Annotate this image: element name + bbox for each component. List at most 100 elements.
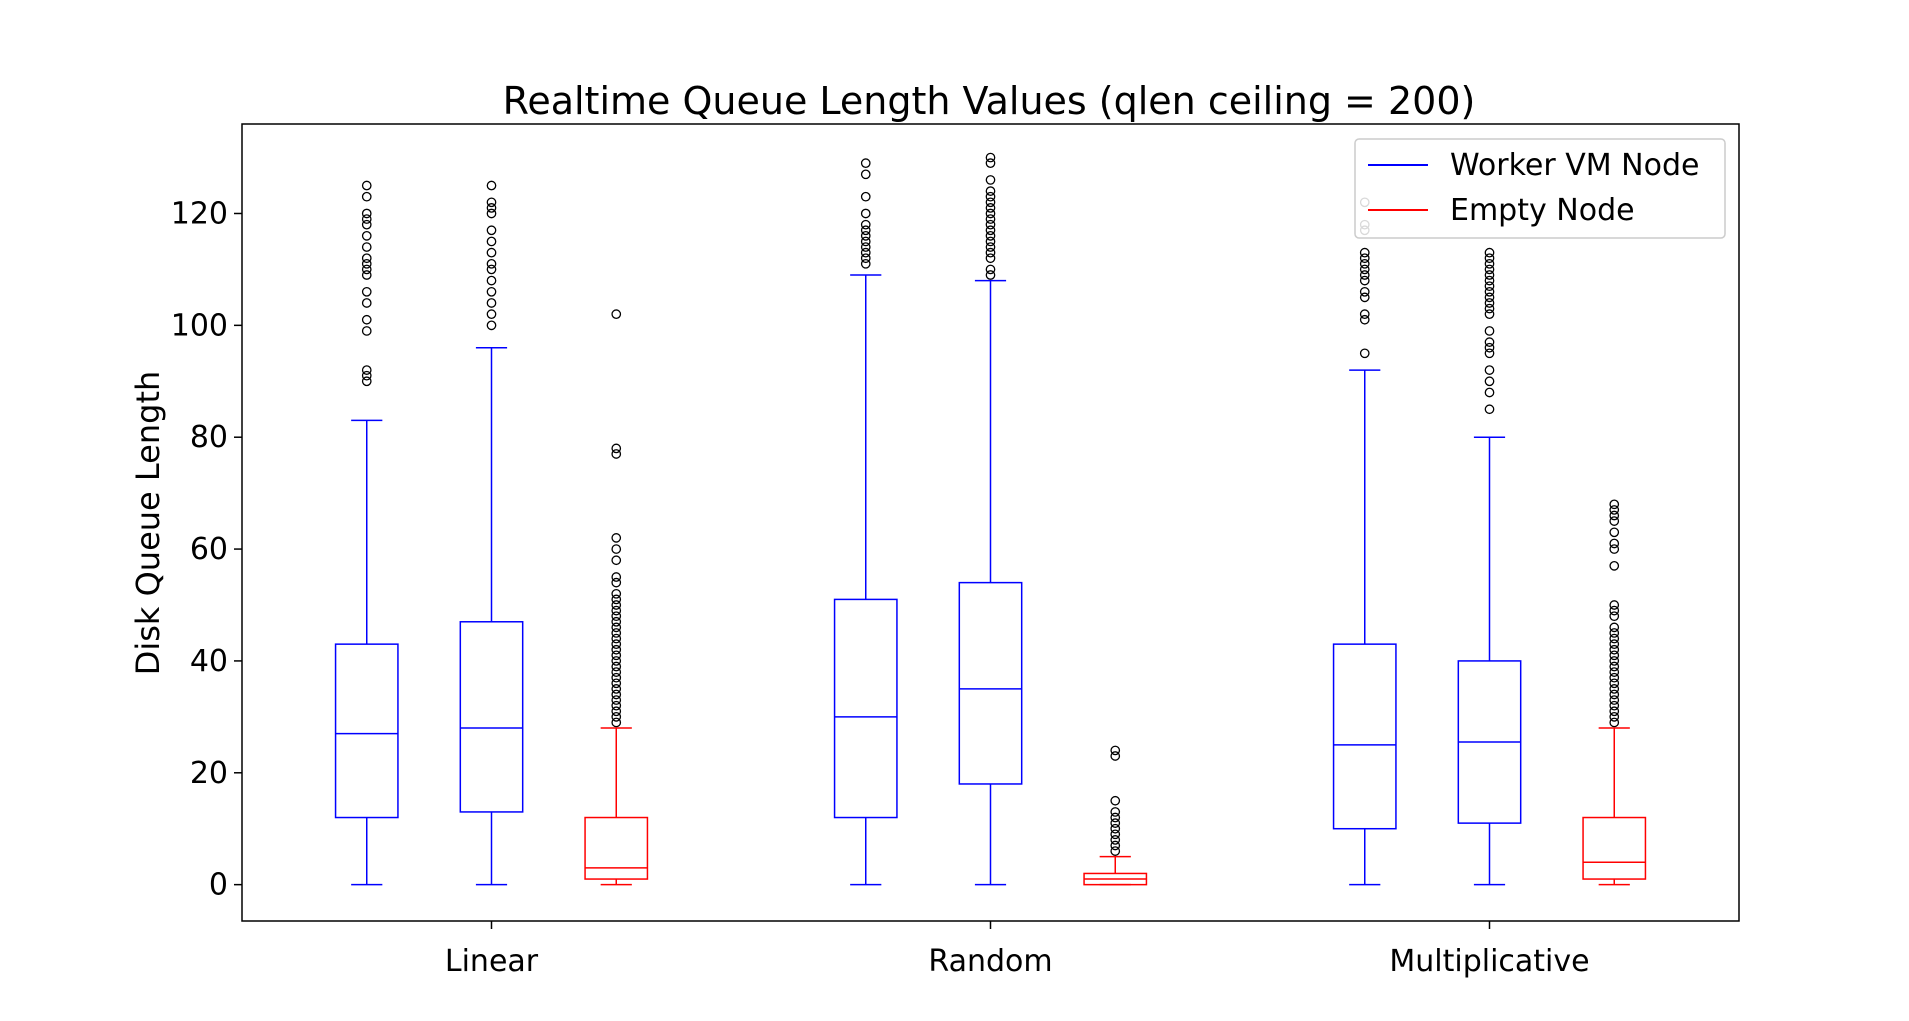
outlier-point (1609, 656, 1620, 666)
outlier-point (860, 236, 871, 247)
outlier-point (860, 158, 871, 169)
outlier-point (611, 555, 622, 566)
outlier-point (611, 661, 622, 672)
outlier-point (361, 314, 372, 325)
outlier-point (1609, 712, 1620, 722)
box-worker (459, 180, 524, 886)
outlier-point (985, 191, 996, 202)
outlier-point (985, 219, 996, 230)
outlier-point (985, 197, 996, 208)
outlier-point (611, 588, 622, 599)
outlier-point (1609, 644, 1620, 655)
box-worker (1457, 247, 1522, 886)
outlier-point (1609, 695, 1620, 705)
outlier-point (860, 191, 871, 202)
outlier-point (860, 208, 871, 219)
outlier-point (1609, 678, 1620, 689)
outlier-point (611, 605, 622, 616)
outlier-point (611, 572, 622, 582)
outlier-point (486, 197, 497, 208)
outlier-point (361, 370, 372, 381)
outlier-point (611, 622, 622, 633)
outlier-point (1359, 292, 1370, 303)
outlier-point (361, 253, 372, 264)
iqr-box (584, 816, 649, 880)
outlier-point (1609, 527, 1620, 538)
outlier-point (1359, 348, 1370, 359)
plot-frame (241, 123, 1740, 922)
x-tick-label: Linear (445, 944, 539, 979)
box-empty (584, 309, 649, 886)
outlier-point (1110, 840, 1121, 851)
legend-label: Empty Node (1450, 193, 1635, 228)
outlier-point (1110, 829, 1121, 840)
outlier-point (1484, 303, 1495, 314)
outlier-point (985, 253, 996, 264)
outlier-point (1484, 264, 1495, 275)
outlier-point (611, 689, 622, 700)
outlier-point (1609, 700, 1620, 711)
outlier-point (1609, 672, 1620, 683)
outlier-point (611, 616, 622, 627)
outlier-point (1110, 807, 1121, 817)
outlier-point (1110, 812, 1121, 823)
outlier-point (1484, 281, 1495, 292)
outlier-point (985, 175, 996, 185)
outlier-point (1359, 253, 1370, 264)
outlier-point (1484, 275, 1495, 286)
outlier-point (1609, 706, 1620, 717)
outlier-point (860, 242, 871, 252)
outlier-point (1609, 628, 1620, 638)
outlier-point (985, 158, 996, 169)
outlier-point (1484, 309, 1495, 320)
outlier-point (1484, 292, 1495, 303)
y-tick-label: 0 (209, 868, 228, 903)
outlier-point (486, 236, 497, 247)
outlier-point (1609, 605, 1620, 616)
outlier-point (1359, 264, 1370, 275)
outlier-point (611, 656, 622, 666)
outlier-point (1484, 253, 1495, 264)
outlier-point (860, 231, 871, 241)
outlier-point (361, 214, 372, 224)
outlier-point (1609, 622, 1620, 633)
iqr-box (958, 581, 1023, 785)
y-ticks: 0 20 40 60 80 100 120 (171, 196, 242, 903)
outlier-point (1609, 689, 1620, 700)
outlier-point (985, 214, 996, 224)
outlier-point (985, 270, 996, 280)
outlier-point (1484, 298, 1495, 308)
outlier-point (486, 203, 497, 213)
outlier-point (1110, 795, 1121, 806)
box-worker (1332, 197, 1397, 886)
outlier-point (611, 700, 622, 711)
outlier-point (1609, 684, 1620, 694)
outlier-point (611, 695, 622, 705)
boxes (334, 152, 1647, 886)
outlier-point (361, 365, 372, 375)
outlier-point (611, 712, 622, 722)
outlier-point (985, 203, 996, 213)
outlier-point (361, 208, 372, 219)
outlier-point (611, 644, 622, 655)
x-tick-label: Random (928, 944, 1052, 979)
outlier-point (1609, 611, 1620, 622)
x-ticks: Linear Random Multiplicative (445, 921, 1590, 979)
outlier-point (611, 577, 622, 588)
outlier-point (1609, 499, 1620, 510)
outlier-point (611, 309, 622, 320)
outlier-point (985, 247, 996, 258)
outlier-point (1484, 286, 1495, 297)
outlier-point (985, 186, 996, 196)
outlier-point (486, 275, 497, 286)
outlier-point (1609, 717, 1620, 728)
outlier-point (361, 219, 372, 230)
outlier-point (1110, 823, 1121, 834)
outlier-point (361, 298, 372, 308)
outlier-point (611, 678, 622, 689)
outlier-point (361, 242, 372, 252)
outlier-point (985, 225, 996, 236)
outlier-point (1359, 309, 1370, 320)
outlier-point (1609, 639, 1620, 649)
outlier-point (1484, 247, 1495, 258)
